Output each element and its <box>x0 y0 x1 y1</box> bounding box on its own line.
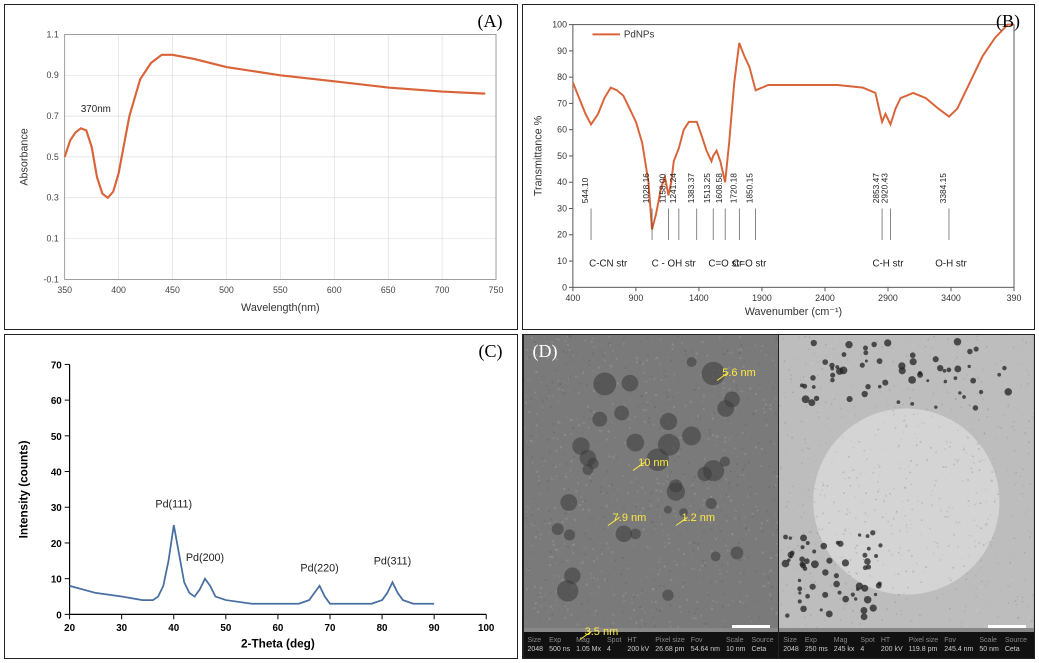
svg-text:20: 20 <box>557 230 567 240</box>
svg-text:20: 20 <box>51 538 62 549</box>
svg-text:0.5: 0.5 <box>47 152 59 162</box>
svg-text:70: 70 <box>51 360 62 371</box>
svg-text:Pd(200): Pd(200) <box>186 551 224 563</box>
svg-text:1608.58: 1608.58 <box>714 173 724 203</box>
svg-text:O-H str: O-H str <box>935 258 967 269</box>
svg-text:1383.37: 1383.37 <box>685 173 695 203</box>
svg-text:2920.43: 2920.43 <box>879 173 889 203</box>
tem-image-left: Size2048Exp500 nsMag1.05 MxSpot4HT200 kV… <box>523 335 779 659</box>
svg-text:370nm: 370nm <box>81 104 111 115</box>
svg-text:700: 700 <box>435 285 450 295</box>
scalebar-right <box>988 625 1026 628</box>
svg-text:1028.16: 1028.16 <box>641 173 651 203</box>
svg-text:350: 350 <box>57 285 72 295</box>
svg-text:Transmittance %: Transmittance % <box>532 115 544 196</box>
svg-text:C=O str: C=O str <box>732 258 767 269</box>
svg-text:1900: 1900 <box>752 293 772 303</box>
uvvis-chart: 350 400 450 500 550 600 650 700 750 -0.1 0.1 0.3 0.5… <box>5 5 517 329</box>
svg-text:60: 60 <box>272 623 283 634</box>
svg-text:1513.25: 1513.25 <box>702 173 712 203</box>
svg-text:Pd(111): Pd(111) <box>155 498 192 510</box>
svg-text:1158.00: 1158.00 <box>657 173 667 203</box>
svg-text:0.7: 0.7 <box>47 111 59 121</box>
svg-text:2-Theta (deg): 2-Theta (deg) <box>241 637 315 650</box>
svg-text:90: 90 <box>429 623 440 634</box>
panel-letter-d: (D) <box>533 341 558 362</box>
svg-text:80: 80 <box>377 623 388 634</box>
svg-text:1720.18: 1720.18 <box>728 173 738 203</box>
svg-text:1400: 1400 <box>689 293 709 303</box>
xrd-chart: 20 30 40 50 60 70 80 90 100 0 10 20 30 40 50 60 70 Pd(111… <box>5 335 517 659</box>
svg-text:500: 500 <box>219 285 234 295</box>
svg-text:0: 0 <box>56 610 62 621</box>
svg-text:50: 50 <box>51 431 62 442</box>
panel-d-tem: (D) Size2048Exp500 nsMag1.05 MxSpot4HT20… <box>522 334 1036 660</box>
panel-letter-c: (C) <box>479 341 503 362</box>
svg-text:1241.24: 1241.24 <box>667 173 677 203</box>
svg-text:600: 600 <box>327 285 342 295</box>
scalebar-left <box>732 625 770 628</box>
svg-text:70: 70 <box>557 98 567 108</box>
svg-text:C-CN str: C-CN str <box>589 258 628 269</box>
tem-image-right: Size2048Exp250 msMag245 kxSpot4HT200 kVP… <box>778 335 1034 659</box>
svg-text:900: 900 <box>628 293 643 303</box>
svg-text:544.10: 544.10 <box>580 177 590 203</box>
svg-text:100: 100 <box>552 20 567 30</box>
svg-text:10: 10 <box>51 574 62 585</box>
panel-c-xrd: (C) 20 30 40 50 60 70 80 90 100 0 10 20 30 40 50 60 70 Pd… <box>4 334 518 660</box>
svg-text:40: 40 <box>168 623 179 634</box>
svg-text:Absorbance: Absorbance <box>18 128 30 185</box>
svg-text:40: 40 <box>51 467 62 478</box>
svg-text:PdNPs: PdNPs <box>623 29 654 40</box>
svg-text:30: 30 <box>51 503 62 514</box>
svg-text:400: 400 <box>565 293 580 303</box>
svg-text:40: 40 <box>557 177 567 187</box>
svg-text:1850.15: 1850.15 <box>744 173 754 203</box>
svg-text:3384.15: 3384.15 <box>938 173 948 203</box>
svg-text:Pd(220): Pd(220) <box>300 562 338 574</box>
svg-text:30: 30 <box>116 623 127 634</box>
svg-text:0.1: 0.1 <box>47 234 59 244</box>
svg-text:C-H str: C-H str <box>872 258 904 269</box>
svg-text:650: 650 <box>381 285 396 295</box>
svg-text:Pd(311): Pd(311) <box>374 555 412 567</box>
svg-text:450: 450 <box>165 285 180 295</box>
svg-text:100: 100 <box>478 623 495 634</box>
ftir-chart: 4009001400190024002900340039001020304050… <box>523 5 1035 329</box>
svg-text:60: 60 <box>557 125 567 135</box>
svg-text:0.9: 0.9 <box>47 70 59 80</box>
tem-right-svg <box>779 335 1034 629</box>
svg-text:750: 750 <box>489 285 504 295</box>
svg-text:C - OH str: C - OH str <box>651 258 696 269</box>
svg-text:400: 400 <box>111 285 126 295</box>
svg-text:10: 10 <box>557 256 567 266</box>
infobar-right: Size2048Exp250 msMag245 kxSpot4HT200 kVP… <box>779 632 1034 658</box>
svg-text:50: 50 <box>220 623 231 634</box>
infobar-left: Size2048Exp500 nsMag1.05 MxSpot4HT200 kV… <box>524 632 779 658</box>
svg-text:90: 90 <box>557 46 567 56</box>
svg-text:2400: 2400 <box>815 293 835 303</box>
svg-text:80: 80 <box>557 72 567 82</box>
svg-text:Wavenumber (cm⁻¹): Wavenumber (cm⁻¹) <box>744 306 841 318</box>
svg-text:1.1: 1.1 <box>47 29 59 39</box>
panel-letter-a: (A) <box>478 11 503 32</box>
svg-text:550: 550 <box>273 285 288 295</box>
svg-text:390: 390 <box>1006 293 1021 303</box>
svg-text:3400: 3400 <box>941 293 961 303</box>
svg-text:0: 0 <box>562 282 567 292</box>
svg-text:60: 60 <box>51 396 62 407</box>
svg-text:Wavelength(nm): Wavelength(nm) <box>241 302 320 314</box>
svg-text:70: 70 <box>325 623 336 634</box>
panel-a-uvvis: (A) 350 400 450 500 550 600 650 700 750 -0.1 0.1 0.… <box>4 4 518 330</box>
panel-b-ftir: (B) 400900140019002400290034003900102030… <box>522 4 1036 330</box>
panel-letter-b: (B) <box>996 11 1020 32</box>
svg-text:50: 50 <box>557 151 567 161</box>
svg-text:30: 30 <box>557 203 567 213</box>
svg-text:0.3: 0.3 <box>47 193 59 203</box>
svg-text:2900: 2900 <box>878 293 898 303</box>
svg-text:-0.1: -0.1 <box>44 274 59 284</box>
svg-text:Intensity (counts): Intensity (counts) <box>17 440 30 538</box>
svg-text:20: 20 <box>64 623 75 634</box>
